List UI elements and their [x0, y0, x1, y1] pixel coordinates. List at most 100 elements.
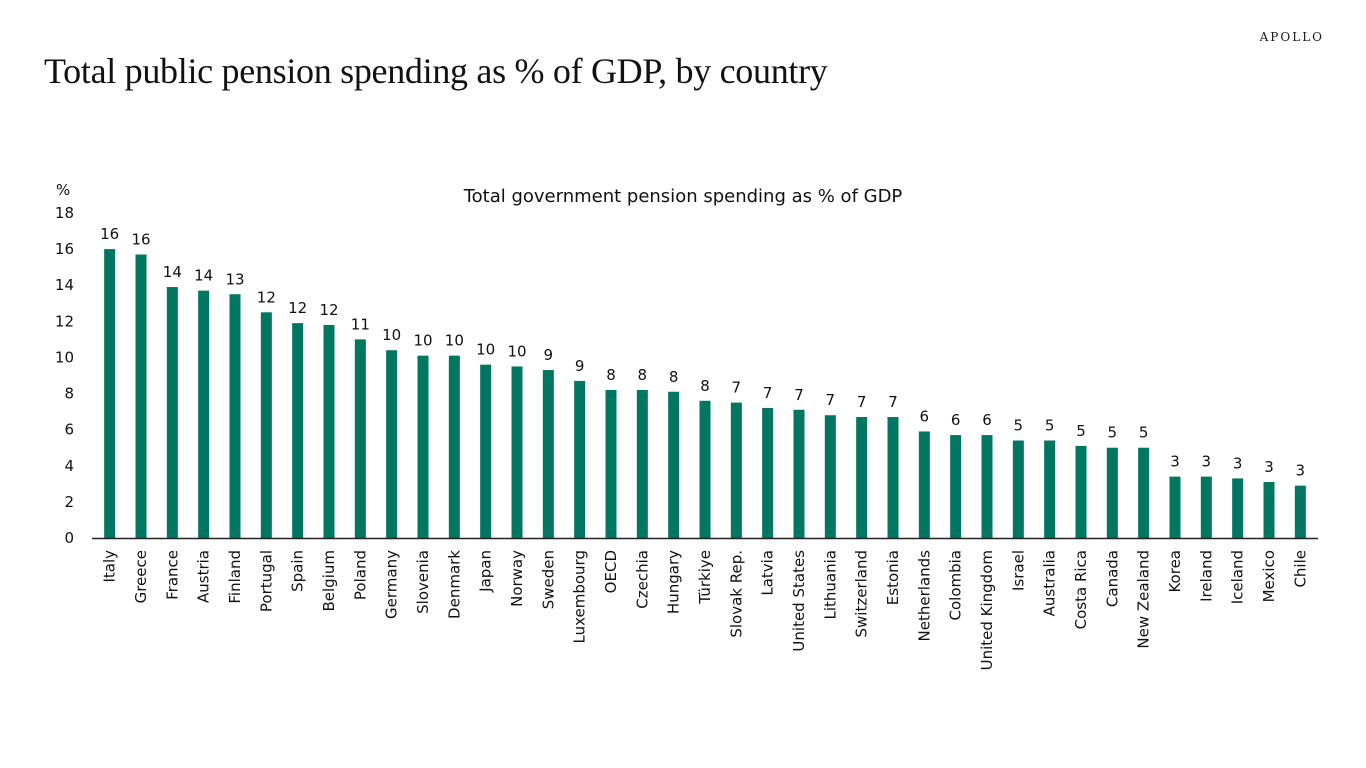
data-label: 7	[826, 391, 836, 409]
bar	[1294, 485, 1306, 538]
data-label: 10	[382, 326, 401, 344]
bar	[636, 389, 648, 538]
data-label: 11	[351, 315, 370, 333]
data-label: 8	[638, 366, 648, 384]
data-label: 5	[1014, 417, 1024, 435]
x-axis: Italy Greece France Austria Finland Portugal S…	[101, 550, 1310, 671]
data-label: 3	[1296, 462, 1306, 480]
data-label: 7	[888, 393, 898, 411]
data-label: 12	[288, 299, 307, 317]
bar	[1138, 447, 1150, 538]
bar	[1075, 445, 1087, 538]
x-tick-label: Slovenia	[414, 550, 432, 614]
data-label: 5	[1076, 422, 1086, 440]
x-tick-label: France	[163, 550, 181, 600]
x-tick-label: New Zealand	[1135, 550, 1153, 649]
x-tick-label: Spain	[289, 550, 307, 592]
bar	[668, 391, 680, 538]
data-label: 6	[951, 411, 961, 429]
data-label: 14	[194, 267, 213, 285]
x-tick-label: Norway	[508, 550, 526, 607]
data-label: 9	[575, 357, 585, 375]
y-tick-label: 10	[55, 348, 74, 366]
bar	[793, 409, 805, 538]
bar	[1012, 440, 1024, 538]
bar	[292, 323, 304, 538]
data-label: 7	[857, 393, 867, 411]
x-tick-label: Slovak Rep.	[727, 550, 745, 638]
bar	[762, 408, 774, 538]
y-tick-label: 8	[64, 385, 74, 403]
y-tick-label: 4	[64, 457, 74, 475]
data-label: 3	[1233, 454, 1243, 472]
x-tick-label: Latvia	[759, 550, 777, 596]
bar	[229, 294, 241, 538]
apollo-logo: APOLLO	[1259, 30, 1324, 44]
data-label: 9	[544, 346, 554, 364]
x-tick-label: Greece	[132, 550, 150, 603]
bar	[260, 312, 272, 538]
bar	[135, 254, 147, 538]
bar	[480, 364, 492, 538]
x-tick-label: Germany	[383, 550, 401, 619]
data-label: 10	[476, 341, 495, 359]
x-tick-label: United Kingdom	[978, 550, 996, 670]
bar	[730, 402, 742, 538]
bar	[605, 389, 617, 538]
data-label: 6	[982, 411, 992, 429]
data-label: 6	[920, 407, 930, 425]
y-axis-unit-label: %	[56, 181, 70, 199]
x-tick-label: Hungary	[665, 550, 683, 614]
x-tick-label: Lithuania	[821, 550, 839, 619]
x-tick-label: Poland	[351, 550, 369, 600]
y-tick-label: 14	[55, 276, 74, 294]
bar	[856, 417, 868, 538]
bar	[354, 339, 366, 538]
y-axis: 0 2 4 6 8 10 12 14 16 18	[55, 204, 74, 547]
bar	[950, 435, 962, 538]
x-tick-label: OECD	[602, 550, 620, 593]
y-tick-label: 18	[55, 204, 74, 222]
x-tick-label: United States	[790, 550, 808, 652]
x-tick-label: Israel	[1009, 550, 1027, 591]
data-label: 10	[445, 332, 464, 350]
data-label: 10	[413, 332, 432, 350]
y-tick-label: 16	[55, 240, 74, 258]
bar	[448, 355, 460, 538]
bar	[824, 415, 836, 538]
data-label: 7	[763, 384, 773, 402]
data-label: 8	[700, 377, 710, 395]
x-tick-label: Denmark	[445, 550, 463, 619]
x-tick-label: Korea	[1166, 550, 1184, 593]
x-tick-label: Czechia	[633, 550, 651, 609]
bar	[574, 380, 586, 538]
bar	[511, 366, 523, 538]
bar	[918, 431, 930, 538]
bar	[699, 400, 711, 538]
x-tick-label: Iceland	[1229, 550, 1247, 604]
data-label: 7	[794, 386, 804, 404]
data-labels: 16 16 14 14 13 12 12 12 11 10 10 10 10 10 9 9 8 8 8 8 7 7 7 7 7 7…	[100, 225, 1305, 480]
x-tick-label: Japan	[477, 550, 495, 593]
bar	[166, 287, 178, 538]
data-label: 12	[319, 301, 338, 319]
bar	[1106, 447, 1118, 538]
x-tick-label: Australia	[1041, 550, 1059, 616]
y-tick-label: 6	[64, 421, 74, 439]
bar	[198, 290, 210, 538]
x-tick-label: Austria	[195, 550, 213, 603]
data-label: 13	[225, 270, 244, 288]
x-tick-label: Portugal	[257, 550, 275, 612]
y-tick-label: 12	[55, 312, 74, 330]
x-tick-label: Finland	[226, 550, 244, 604]
x-tick-label: Sweden	[539, 550, 557, 609]
chart-title: Total government pension spending as % o…	[463, 186, 903, 207]
bar	[1200, 476, 1212, 538]
bar	[1169, 476, 1181, 538]
data-label: 7	[732, 379, 742, 397]
x-tick-label: Estonia	[884, 550, 902, 605]
data-label: 16	[100, 225, 119, 243]
bar	[981, 435, 993, 538]
x-tick-label: Colombia	[947, 550, 965, 621]
